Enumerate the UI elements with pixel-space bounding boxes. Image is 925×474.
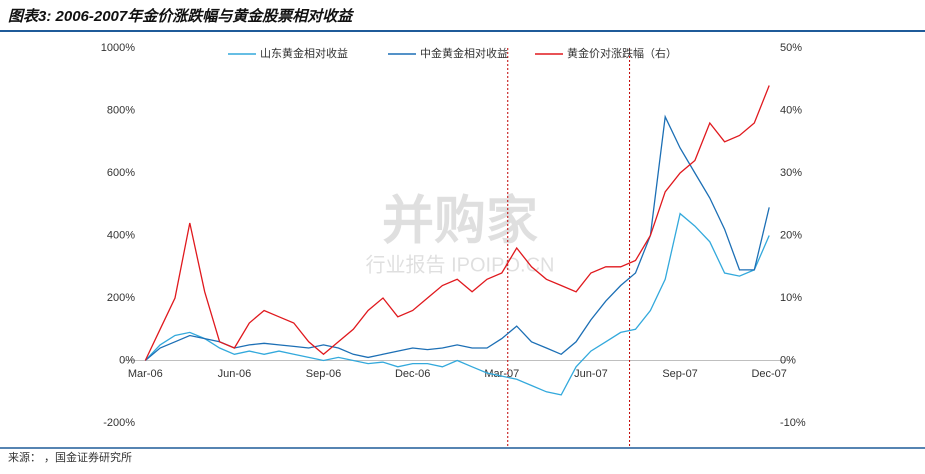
series-line xyxy=(144,212,770,396)
x-tick-label: Mar-06 xyxy=(128,368,163,380)
x-tick-label: Dec-06 xyxy=(395,368,430,380)
y-tick-label: 600% xyxy=(107,167,135,179)
legend-label: 山东黄金相对收益 xyxy=(260,46,348,60)
chart-title: 图表3: 2006-2007年金价涨跌幅与黄金股票相对收益 xyxy=(8,7,354,25)
x-tick-label: Sep-06 xyxy=(306,368,341,380)
legend-label: 黄金价对涨跌幅（右） xyxy=(567,46,677,60)
y2-tick-label: 10% xyxy=(780,292,802,304)
watermark: 并购家 xyxy=(382,193,538,251)
legend-label: 中金黄金相对收益 xyxy=(420,46,508,60)
x-tick-label: Jun-06 xyxy=(218,368,252,380)
series-line xyxy=(144,114,770,361)
series-line xyxy=(144,85,770,361)
y-tick-label: 400% xyxy=(107,229,135,241)
x-tick-label: Jun-07 xyxy=(574,368,608,380)
y2-tick-label: 20% xyxy=(780,229,802,241)
y-tick-label: 1000% xyxy=(101,42,135,54)
watermark: 行业报告 IPOIPO.CN xyxy=(366,253,555,276)
y-tick-label: 800% xyxy=(107,104,135,116)
x-tick-label: Mar-07 xyxy=(484,368,519,380)
y-tick-label: 0% xyxy=(119,354,135,366)
y2-tick-label: 40% xyxy=(780,104,802,116)
y2-tick-label: 50% xyxy=(780,42,802,54)
x-tick-label: Dec-07 xyxy=(751,368,786,380)
source: 来源： ，国金证券研究所 xyxy=(8,450,132,464)
y2-tick-label: -10% xyxy=(780,417,806,429)
y2-tick-label: 30% xyxy=(780,167,802,179)
x-tick-label: Sep-07 xyxy=(662,368,697,380)
y2-tick-label: 0% xyxy=(780,354,796,366)
y-tick-label: -200% xyxy=(103,417,135,429)
y-tick-label: 200% xyxy=(107,292,135,304)
